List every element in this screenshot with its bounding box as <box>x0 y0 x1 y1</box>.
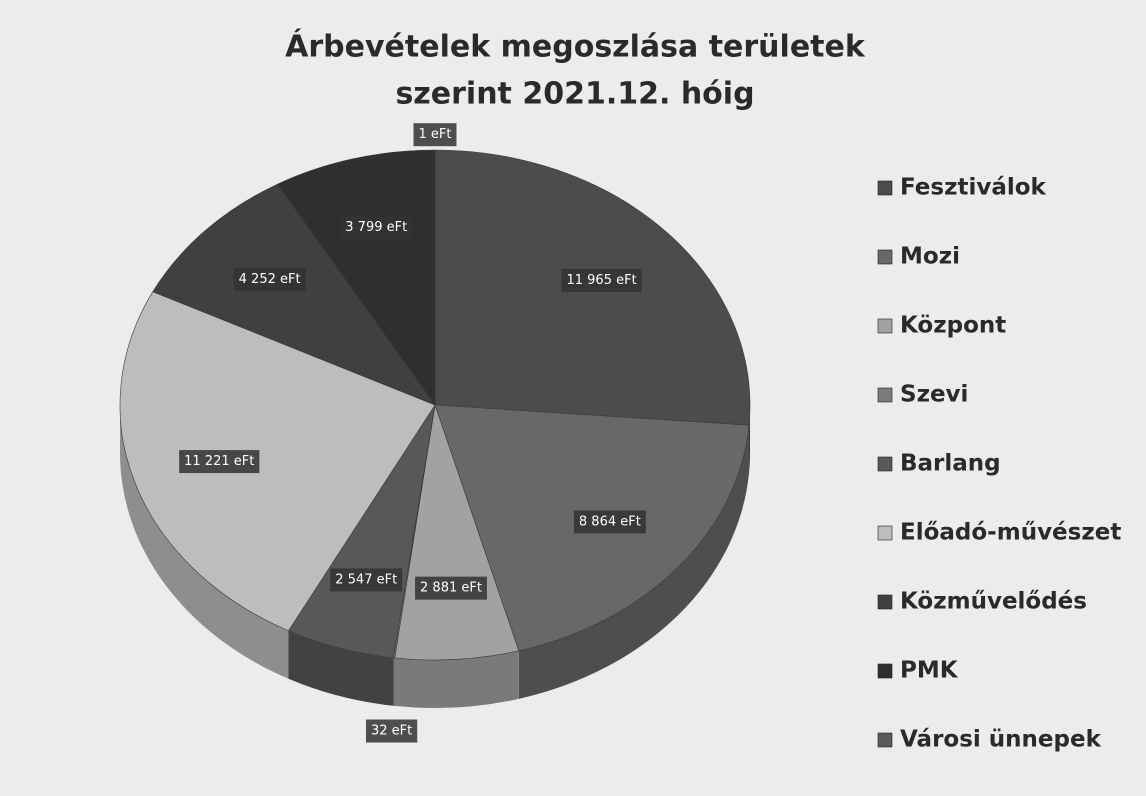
legend-swatch <box>877 180 893 196</box>
chart-title: Árbevételek megoszlása területek <box>285 29 866 65</box>
slice <box>152 183 436 406</box>
data-label-box <box>179 450 260 474</box>
data-label: 11 965 eFt <box>561 268 642 292</box>
data-label-box <box>340 216 413 240</box>
slice-side <box>749 405 750 474</box>
legend-swatch <box>877 525 893 541</box>
data-label-text: 32 eFt <box>371 724 412 739</box>
data-label-text: 11 221 eFt <box>184 454 254 469</box>
data-label-text: 2 881 eFt <box>420 581 482 596</box>
slice <box>119 291 436 632</box>
data-label-text: 4 252 eFt <box>239 272 301 287</box>
legend-label: Barlang <box>900 451 1001 477</box>
data-label-box <box>415 576 487 600</box>
legend-label: Mozi <box>900 244 960 270</box>
data-label: 11 221 eFt <box>179 450 260 474</box>
legend-swatch <box>877 318 893 334</box>
legend-label: Fesztiválok <box>900 175 1047 201</box>
data-label: 2 547 eFt <box>330 568 403 592</box>
legend-swatch <box>877 387 893 403</box>
legend-label: Városi ünnepek <box>900 727 1102 753</box>
slice-side <box>518 425 750 699</box>
slice-side <box>288 630 394 706</box>
data-label-text: 2 547 eFt <box>335 572 397 587</box>
data-label-box <box>561 268 642 292</box>
chart-title: szerint 2021.12. hóig <box>395 77 754 112</box>
legend-swatch <box>877 456 893 472</box>
data-label-box <box>365 719 418 743</box>
legend-swatch <box>877 663 893 679</box>
data-label-box <box>330 568 403 592</box>
data-label-box <box>413 123 457 147</box>
data-label-box <box>233 267 306 291</box>
slice <box>276 149 436 406</box>
slice-side <box>393 657 395 706</box>
data-label-text: 8 864 eFt <box>579 514 641 529</box>
data-label: 32 eFt <box>365 719 418 743</box>
legend-label: Központ <box>900 313 1006 339</box>
data-label-text: 11 965 eFt <box>566 273 636 288</box>
data-label: 8 864 eFt <box>573 510 646 534</box>
data-label: 4 252 eFt <box>233 267 306 291</box>
data-label: 1 eFt <box>413 123 457 147</box>
data-label-text: 3 799 eFt <box>345 220 407 235</box>
data-label-text: 1 eFt <box>418 127 451 142</box>
legend-swatch <box>877 249 893 265</box>
legend-label: Előadó-művészet <box>900 520 1121 546</box>
legend-label: PMK <box>900 658 959 684</box>
legend-swatch <box>877 732 893 748</box>
legend-swatch <box>877 594 893 610</box>
data-label: 2 881 eFt <box>415 576 487 600</box>
legend-label: Szevi <box>900 382 968 408</box>
legend-label: Közművelődés <box>900 589 1087 615</box>
data-label: 3 799 eFt <box>340 216 413 240</box>
data-label-box <box>573 510 646 534</box>
slice-side <box>120 405 289 679</box>
slice-side <box>394 650 519 708</box>
